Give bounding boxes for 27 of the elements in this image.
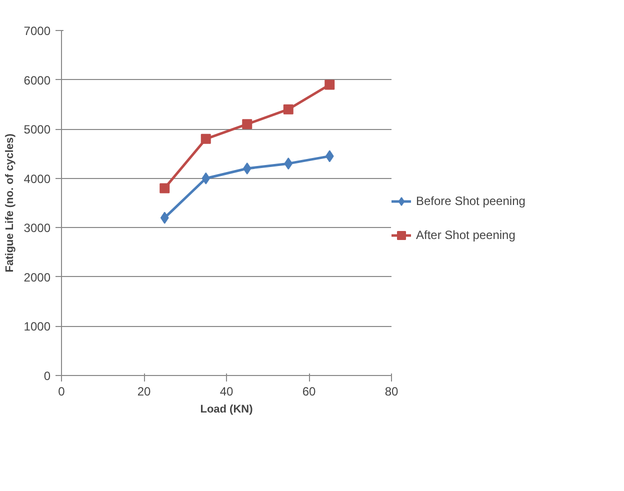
point [200,134,211,144]
x-tick-label: 80 [384,384,398,398]
point [283,104,294,114]
point [160,183,170,194]
y-tick-label: 4000 [24,172,51,186]
legend-label: After Shot peening [416,228,516,242]
y-tick-label: 5000 [24,122,51,137]
y-axis-title: Fatigue Life (no. of cycles) [4,133,16,272]
point [325,150,334,162]
y-tick-label: 3000 [24,221,51,236]
y-tick-label: 6000 [24,73,51,88]
y-tick-label: 0 [44,369,51,383]
point [242,162,252,174]
point [202,172,210,184]
point [284,158,293,170]
legend-label: Before Shot peening [416,194,526,208]
x-tick-label: 60 [302,384,316,398]
point [242,119,252,130]
x-tick-label: 0 [58,384,66,398]
y-tick-label: 7000 [24,24,51,38]
y-tick-label: 2000 [24,270,51,284]
x-tick-label: 20 [137,384,151,398]
x-axis-title: Load (KN) [200,404,254,416]
x-tick-label: 40 [220,384,234,398]
point [324,80,335,90]
y-tick-label: 1000 [24,320,51,334]
point [160,212,169,224]
